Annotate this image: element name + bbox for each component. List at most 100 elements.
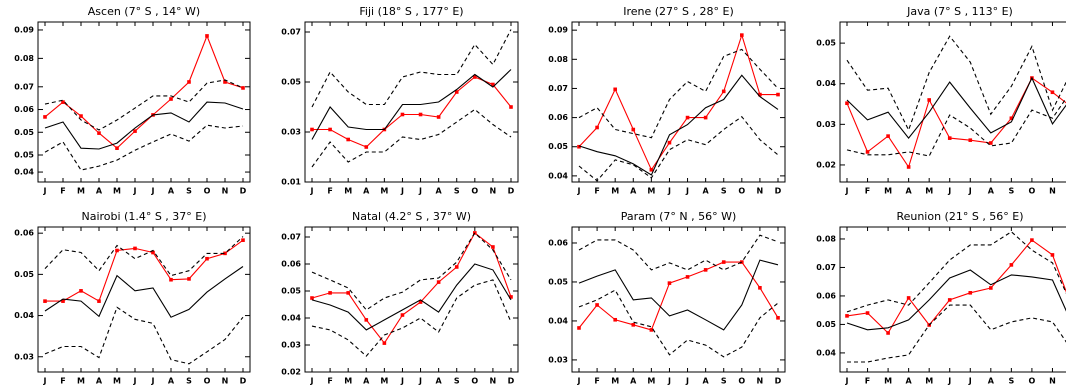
series-line bbox=[45, 239, 244, 302]
x-tick-label: J bbox=[577, 377, 581, 386]
series-line bbox=[578, 74, 779, 176]
x-tick-label: N bbox=[222, 187, 229, 196]
x-tick-label: D bbox=[775, 187, 782, 196]
x-tick-label: J bbox=[400, 377, 404, 386]
y-tick-label: 0.03 bbox=[281, 128, 301, 137]
x-tick-label: J bbox=[418, 187, 422, 196]
marker bbox=[328, 291, 332, 295]
series-line bbox=[578, 261, 779, 331]
marker bbox=[631, 127, 636, 132]
marker bbox=[115, 146, 119, 150]
marker bbox=[328, 127, 332, 132]
panel-title: Ascen (7° S , 14° W) bbox=[88, 5, 200, 18]
marker bbox=[758, 92, 762, 97]
marker bbox=[509, 295, 513, 299]
x-tick-label: S bbox=[721, 377, 727, 386]
x-tick-label: F bbox=[327, 187, 332, 196]
marker bbox=[740, 33, 744, 37]
plot-frame bbox=[839, 226, 1066, 373]
marker bbox=[613, 87, 617, 92]
plot-frame bbox=[839, 21, 1066, 183]
marker bbox=[906, 165, 911, 169]
x-tick-label: M bbox=[113, 377, 121, 386]
panel-title: Natal (4.2° S , 37° W) bbox=[352, 210, 471, 223]
x-tick-label: J bbox=[845, 187, 849, 196]
marker bbox=[649, 328, 654, 332]
marker bbox=[310, 127, 314, 132]
panel-title: Reunion (21° S , 56° E) bbox=[896, 210, 1023, 223]
y-tick-label: 0.04 bbox=[816, 348, 836, 357]
marker bbox=[436, 115, 441, 119]
x-tick-label: S bbox=[186, 187, 192, 196]
x-tick-label: S bbox=[186, 377, 192, 386]
x-tick-label: A bbox=[168, 377, 175, 386]
y-tick-label: 0.07 bbox=[281, 28, 301, 37]
x-tick-label: N bbox=[490, 187, 497, 196]
series-line bbox=[846, 76, 1066, 139]
marker bbox=[740, 260, 744, 264]
x-tick-label: A bbox=[168, 187, 175, 196]
marker bbox=[310, 296, 314, 300]
series-line bbox=[846, 35, 1066, 132]
y-tick-label: 0.06 bbox=[548, 238, 568, 247]
y-tick-label: 0.04 bbox=[14, 168, 34, 177]
y-tick-label: 0.05 bbox=[14, 128, 34, 137]
x-tick-label: F bbox=[60, 377, 65, 386]
panel: Irene (27° S , 28° E) 0.04 0.05 0.06 0.07 0.0… bbox=[548, 5, 786, 196]
series-line bbox=[578, 48, 779, 139]
x-tick-label: M bbox=[884, 187, 892, 196]
x-tick-label: M bbox=[647, 377, 655, 386]
y-tick-label: 0.05 bbox=[548, 142, 568, 151]
x-tick-label: J bbox=[310, 377, 314, 386]
x-tick-label: F bbox=[594, 377, 599, 386]
x-tick-label: M bbox=[884, 377, 892, 386]
x-tick-label: A bbox=[703, 187, 710, 196]
marker bbox=[97, 131, 101, 135]
series-line bbox=[44, 306, 244, 365]
plot-frame bbox=[37, 21, 251, 183]
series-line bbox=[578, 259, 779, 331]
marker bbox=[169, 97, 173, 101]
x-tick-label: J bbox=[685, 187, 689, 196]
marker bbox=[43, 299, 47, 303]
panel-title: Java (7° S , 113° E) bbox=[906, 5, 1013, 18]
x-tick-label: S bbox=[721, 187, 727, 196]
y-tick-label: 0.07 bbox=[816, 263, 836, 272]
y-tick-label: 0.04 bbox=[816, 79, 836, 88]
x-tick-label: A bbox=[436, 187, 443, 196]
marker bbox=[595, 303, 599, 307]
marker bbox=[205, 256, 209, 261]
series-line bbox=[846, 77, 1066, 169]
marker bbox=[491, 82, 495, 87]
marker bbox=[776, 316, 780, 320]
x-tick-label: O bbox=[471, 377, 478, 386]
y-tick-label: 0.07 bbox=[548, 84, 568, 93]
x-tick-label: O bbox=[471, 187, 478, 196]
x-tick-label: N bbox=[757, 187, 764, 196]
x-tick-label: N bbox=[757, 377, 764, 386]
x-tick-label: M bbox=[113, 187, 121, 196]
y-tick-label: 0.09 bbox=[548, 26, 568, 35]
marker bbox=[989, 141, 993, 145]
marker bbox=[241, 238, 245, 242]
series-line bbox=[44, 124, 244, 171]
x-tick-label: N bbox=[490, 377, 497, 386]
x-tick-label: J bbox=[133, 377, 137, 386]
y-tick-label: 0.04 bbox=[548, 316, 568, 325]
marker bbox=[223, 80, 227, 84]
marker bbox=[169, 277, 173, 282]
x-tick-label: M bbox=[611, 187, 619, 196]
x-tick-label: O bbox=[204, 187, 211, 196]
marker bbox=[187, 277, 191, 281]
x-tick-label: D bbox=[240, 187, 247, 196]
panel: Java (7° S , 113° E) 0.02 0.03 0.04 0.05 J F M A… bbox=[816, 5, 1066, 196]
x-tick-label: M bbox=[925, 377, 933, 386]
panel-title: Nairobi (1.4° S , 37° E) bbox=[81, 210, 206, 223]
x-tick-label: D bbox=[508, 377, 515, 386]
y-tick-label: 0.05 bbox=[816, 320, 836, 329]
marker bbox=[43, 115, 47, 119]
marker bbox=[241, 86, 245, 90]
marker bbox=[577, 144, 581, 149]
series-line bbox=[846, 239, 1066, 334]
y-tick-label: 0.03 bbox=[14, 352, 34, 361]
